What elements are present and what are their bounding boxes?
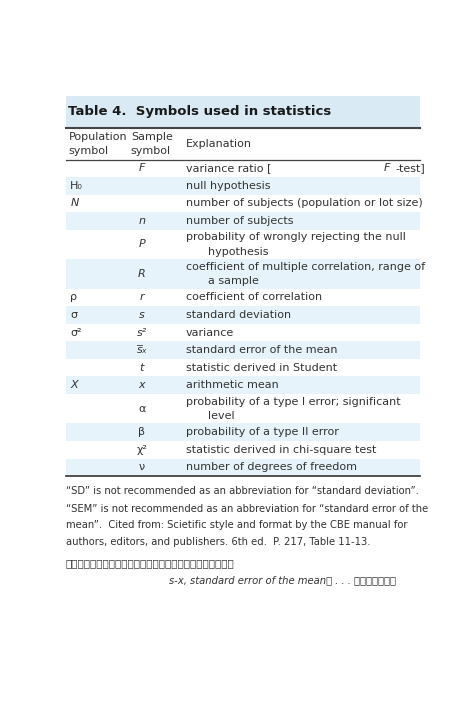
Text: standard deviation: standard deviation [186, 310, 291, 320]
Text: r: r [139, 293, 144, 302]
Text: R: R [138, 269, 146, 279]
Text: x: x [138, 381, 145, 390]
Text: authors, editors, and publishers. 6th ed.  P. 217, Table 11-13.: authors, editors, and publishers. 6th ed… [66, 537, 370, 547]
Text: probability of a type I error; significant: probability of a type I error; significa… [186, 397, 401, 407]
Text: variance: variance [186, 327, 234, 337]
Text: 使用記号のタイピングが困難な場合は代用コード欄を作り、: 使用記号のタイピングが困難な場合は代用コード欄を作り、 [66, 558, 235, 568]
Text: σ²: σ² [70, 327, 82, 337]
Text: arithmetic mean: arithmetic mean [186, 381, 279, 390]
Text: symbol: symbol [68, 146, 109, 155]
Text: Table 4.  Symbols used in statistics: Table 4. Symbols used in statistics [68, 106, 332, 119]
Text: n: n [138, 216, 146, 226]
Text: ν: ν [139, 462, 145, 472]
Text: number of subjects: number of subjects [186, 216, 293, 226]
Text: statistic derived in Student: statistic derived in Student [186, 363, 341, 373]
Text: “SD” is not recommended as an abbreviation for “standard deviation”.: “SD” is not recommended as an abbreviati… [66, 486, 419, 496]
Text: coefficient of multiple correlation, range of: coefficient of multiple correlation, ran… [186, 262, 425, 272]
Text: s: s [139, 310, 145, 320]
Text: σ: σ [70, 310, 77, 320]
Text: s²: s² [137, 327, 147, 337]
Text: probability of wrongly rejecting the null: probability of wrongly rejecting the nul… [186, 232, 406, 242]
Text: coefficient of correlation: coefficient of correlation [186, 293, 322, 302]
Text: β: β [138, 427, 146, 437]
Text: symbol: symbol [131, 146, 171, 155]
Text: Population: Population [68, 132, 127, 143]
Text: variance ratio [: variance ratio [ [186, 163, 272, 173]
Text: -test]: -test] [396, 163, 426, 173]
Text: mean”.  Cited from: Scietific style and format by the CBE manual for: mean”. Cited from: Scietific style and f… [66, 520, 407, 530]
Text: standard error of the mean: standard error of the mean [186, 345, 337, 355]
Text: “SEM” is not recommended as an abbreviation for “standard error of the: “SEM” is not recommended as an abbreviat… [66, 504, 428, 514]
Text: s̅ₓ: s̅ₓ [137, 345, 147, 355]
Text: F: F [383, 163, 390, 173]
Bar [66, 423, 420, 441]
Bar [66, 376, 420, 394]
Bar [66, 342, 420, 359]
Text: ρ: ρ [70, 293, 77, 302]
Text: number of degrees of freedom: number of degrees of freedom [186, 462, 357, 472]
Text: statistic derived in chi-square test: statistic derived in chi-square test [186, 444, 376, 455]
Text: N: N [70, 198, 79, 209]
Text: a sample: a sample [208, 276, 259, 286]
Text: Explanation: Explanation [186, 139, 252, 149]
Text: P: P [138, 239, 145, 249]
Text: χ²: χ² [137, 444, 147, 455]
Bar [66, 212, 420, 230]
Text: H₀: H₀ [70, 181, 83, 191]
Text: hypothesis: hypothesis [208, 246, 269, 256]
Bar [66, 177, 420, 195]
Bar [66, 306, 420, 324]
Text: t: t [140, 363, 144, 373]
Text: Sample: Sample [131, 132, 173, 143]
Text: F: F [139, 163, 145, 173]
Text: null hypothesis: null hypothesis [186, 181, 271, 191]
Text: α: α [138, 404, 146, 414]
Bar [66, 259, 420, 289]
Text: s-x, standard error of the mean； . . . などまとめる．: s-x, standard error of the mean； . . . な… [169, 575, 396, 585]
Text: probability of a type II error: probability of a type II error [186, 427, 339, 437]
Text: number of subjects (population or lot size): number of subjects (population or lot si… [186, 198, 423, 209]
Text: X: X [70, 381, 78, 390]
Bar [66, 459, 420, 476]
Text: level: level [208, 411, 235, 421]
Bar [66, 96, 420, 128]
